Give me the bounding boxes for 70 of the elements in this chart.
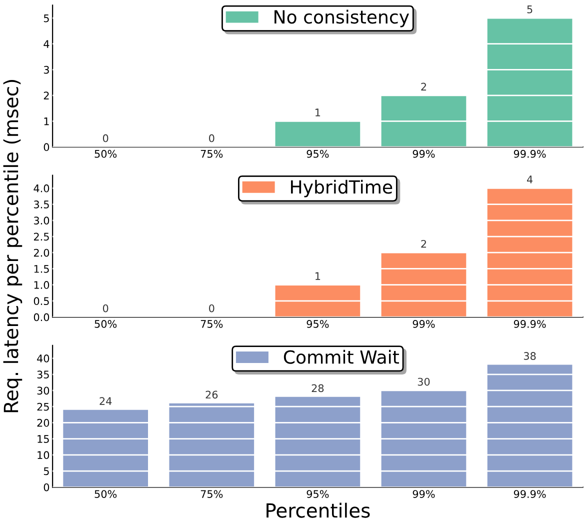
y-tick-label: 40: [37, 354, 50, 362]
x-tick-label: 50%: [94, 150, 117, 158]
x-tick-label: 75%: [200, 320, 223, 328]
y-tick-label: 4.0: [34, 184, 50, 192]
y-tick-label: 15: [38, 435, 49, 443]
y-tick-label: 3: [44, 66, 49, 74]
legend-label: No consistency: [274, 10, 410, 28]
x-tick-label: 99%: [412, 320, 435, 328]
y-tick-label: 5: [44, 14, 49, 22]
bar: [275, 284, 360, 318]
x-tick-label: 50%: [94, 490, 117, 498]
data-label: 1: [316, 272, 320, 280]
y-tick-label: 5: [44, 467, 49, 476]
y-tick-label: 1.5: [34, 265, 49, 273]
x-tick-label: 75%: [200, 490, 223, 498]
x-tick-label: 95%: [306, 150, 329, 158]
bar: [275, 121, 360, 147]
bar: [487, 364, 572, 488]
bar: [275, 396, 360, 488]
bar: [381, 95, 466, 147]
x-axis-title: Percentiles: [266, 502, 370, 518]
y-tick-label: 20: [37, 418, 50, 427]
data-label: 2: [421, 240, 426, 248]
bar: [487, 18, 572, 147]
data-label: 1: [316, 108, 320, 116]
y-tick-label: 30: [37, 386, 50, 395]
x-tick-label: 75%: [200, 150, 223, 158]
x-tick-label: 95%: [306, 320, 329, 328]
x-tick-label: 99%: [412, 150, 435, 158]
data-label: 4: [527, 176, 533, 184]
data-label: 38: [524, 352, 536, 360]
y-tick-label: 2.0: [34, 248, 50, 257]
y-tick-label: 0.0: [34, 313, 50, 322]
y-tick-label: 1.0: [34, 281, 50, 289]
data-label: 30: [418, 378, 430, 386]
bar: [63, 410, 148, 488]
data-label: 5: [527, 6, 532, 14]
data-label: 0: [102, 304, 108, 312]
x-tick-label: 99.9%: [514, 150, 546, 158]
y-tick-label: 35: [37, 370, 49, 378]
legend-label: HybridTime: [291, 180, 392, 198]
y-tick-label: 2: [44, 92, 49, 100]
y-tick-label: 0.5: [34, 297, 49, 306]
y-tick-label: 2.5: [34, 232, 49, 241]
x-tick-label: 99.9%: [514, 320, 546, 328]
data-label: 24: [100, 397, 112, 405]
y-tick-label: 0: [44, 483, 50, 492]
data-label: 0: [209, 134, 214, 142]
x-tick-label: 95%: [306, 490, 329, 498]
y-tick-label: 1: [44, 118, 49, 126]
data-label: 2: [421, 82, 426, 90]
x-tick-label: 99%: [412, 490, 435, 498]
bar: [381, 252, 466, 318]
y-tick-label: 25: [37, 402, 49, 411]
y-tick-label: 10: [38, 451, 50, 460]
x-tick-label: 99.9%: [514, 490, 546, 498]
data-label: 28: [312, 384, 324, 392]
y-axis-title: Req. latency per percentile (msec): [3, 80, 22, 412]
legend-label: Commit Wait: [284, 350, 399, 364]
y-tick-label: 3.0: [34, 216, 50, 225]
bar: [169, 403, 254, 488]
x-tick-label: 50%: [94, 320, 117, 328]
bar: [487, 188, 572, 318]
y-tick-label: 4: [44, 40, 50, 48]
data-label: 26: [206, 390, 218, 399]
data-label: 0: [209, 304, 214, 312]
bar: [381, 390, 466, 488]
data-label: 0: [102, 134, 108, 142]
y-tick-label: 0: [44, 143, 50, 152]
y-tick-label: 3.5: [34, 200, 49, 208]
